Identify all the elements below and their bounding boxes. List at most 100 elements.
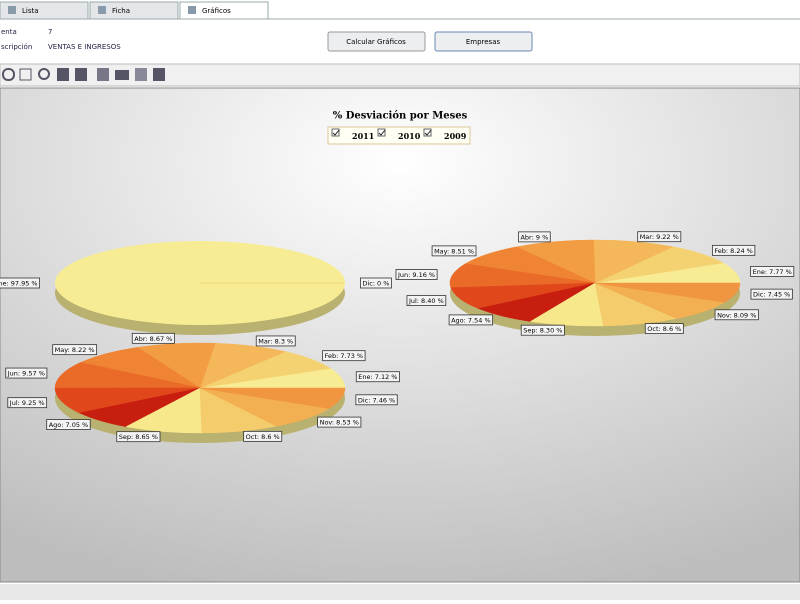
data-label-box — [644, 323, 684, 334]
data-label: Ago: 7.54 % — [451, 316, 491, 324]
data-label: Jun: 9.57 % — [7, 370, 45, 378]
data-label-box — [131, 332, 175, 344]
data-label-box — [520, 324, 565, 336]
data-label-box — [116, 431, 161, 443]
data-label: Ago: 7.05 % — [49, 421, 89, 429]
pie: Ene: 7.77 % Feb: 8.24 % Mar: 9.22 % Abr: 9 … — [395, 231, 795, 336]
data-label: Sep: 8.30 % — [523, 327, 562, 335]
data-label: Jul: 9.25 % — [9, 399, 45, 407]
button-label: Empresas — [466, 38, 501, 46]
button-label: Calcular Gráficos — [346, 38, 406, 46]
data-label: Dic: 7.45 % — [753, 291, 790, 299]
data-label: Sep: 8.65 % — [119, 433, 158, 441]
data-label: Ene: 97.95 % — [0, 280, 38, 288]
data-label-box — [711, 244, 756, 256]
pie-slice — [594, 282, 741, 303]
legend-checkbox[interactable] — [423, 128, 432, 137]
data-label-box — [255, 335, 296, 347]
legend-label: 2010 — [398, 131, 421, 141]
legend-items: 2011 2010 2009 — [331, 128, 467, 141]
data-label-box — [355, 394, 398, 406]
icon[interactable] — [75, 68, 87, 81]
data-label-box — [714, 309, 759, 321]
data-label-box — [518, 231, 551, 243]
icon[interactable] — [19, 68, 32, 81]
tab-icon — [8, 6, 16, 14]
buttons: Calcular Gráficos Empresas — [327, 31, 533, 52]
icon[interactable] — [57, 68, 69, 81]
data-label-box — [7, 397, 48, 409]
data-label: Feb: 7.73 % — [325, 352, 363, 360]
field-value: VENTAS E INGRESOS — [48, 43, 121, 51]
pie: Ene: 7.12 % Feb: 7.73 % Mar: 8.3 % Abr: 8.6… — [5, 332, 400, 443]
legend — [327, 126, 471, 145]
data-label-box — [637, 231, 682, 243]
tab-icon — [98, 6, 106, 14]
data-label-box — [431, 245, 477, 257]
data-label: Nov: 8.53 % — [320, 419, 359, 427]
chart-title: % Desviación por Meses — [333, 111, 468, 122]
legend-label: 2009 — [444, 131, 467, 141]
chart-area — [0, 87, 800, 583]
data-label: Feb: 8.24 % — [714, 247, 752, 255]
data-label: Mar: 9.22 % — [640, 233, 679, 241]
data-label: Dic: 7.46 % — [358, 396, 395, 404]
data-label: Mar: 8.3 % — [258, 337, 293, 345]
tab-label: Ficha — [112, 7, 130, 15]
icon[interactable] — [38, 68, 50, 80]
legend-check — [424, 129, 432, 136]
data-label-box — [750, 288, 793, 300]
tab-bar: Lista Ficha Gráficos — [0, 1, 269, 20]
pie-slice — [515, 239, 596, 284]
data-label: Nov: 8.09 % — [717, 311, 756, 319]
tab[interactable] — [89, 1, 179, 20]
data-label-box — [0, 277, 40, 289]
legend-checkbox[interactable] — [331, 128, 340, 137]
icon[interactable] — [2, 68, 15, 81]
data-label-box — [355, 371, 400, 383]
data-label-box — [52, 344, 98, 356]
toolbar-icons — [2, 68, 165, 81]
field-label: enta — [1, 28, 17, 36]
button[interactable] — [327, 31, 426, 52]
pie-slice — [54, 387, 201, 414]
data-label-box — [448, 314, 494, 326]
tab-icon — [188, 6, 196, 14]
pie-slice — [449, 263, 596, 288]
field-value: 7 — [48, 28, 52, 36]
data-label-box — [750, 265, 795, 277]
data-label-box — [243, 430, 283, 442]
legend-label: 2011 — [352, 131, 374, 141]
legend-checkbox[interactable] — [377, 128, 386, 137]
tab-label: Lista — [22, 7, 39, 15]
legend-check — [378, 129, 386, 136]
data-label-box — [322, 350, 366, 362]
data-label-box — [395, 269, 438, 280]
data-label: Abr: 8.67 % — [134, 335, 172, 343]
legend-check — [332, 129, 340, 136]
button[interactable] — [434, 31, 533, 52]
toolbar — [0, 63, 800, 87]
data-label-box — [46, 419, 91, 430]
pies: Ene: 97.95 % Dic: 0 % Ene: 7.12 % Feb: 7.73… — [0, 231, 795, 443]
tab-label: Gráficos — [202, 7, 231, 15]
tab[interactable] — [179, 1, 269, 20]
icon[interactable] — [153, 68, 165, 81]
field-label: scripción — [1, 43, 32, 51]
data-label: Jul: 8.40 % — [408, 297, 444, 305]
data-label-box — [359, 277, 392, 289]
icon[interactable] — [135, 68, 147, 81]
data-label: May: 8.51 % — [434, 247, 474, 255]
icon[interactable] — [97, 68, 109, 81]
data-label: Oct: 8.6 % — [647, 325, 681, 333]
data-label: Ene: 7.77 % — [753, 268, 792, 276]
data-label: Oct: 8.6 % — [246, 433, 280, 441]
tab[interactable] — [0, 1, 89, 20]
data-label: May: 8.22 % — [55, 346, 95, 354]
data-label: Jun: 9.16 % — [397, 271, 435, 279]
pie-slice — [199, 387, 346, 409]
data-label: Abr: 9 % — [520, 233, 548, 241]
icon[interactable] — [115, 70, 129, 80]
pie: Ene: 97.95 % Dic: 0 % — [0, 241, 392, 335]
form: enta 7 scripción VENTAS E INGRESOS — [1, 28, 121, 51]
